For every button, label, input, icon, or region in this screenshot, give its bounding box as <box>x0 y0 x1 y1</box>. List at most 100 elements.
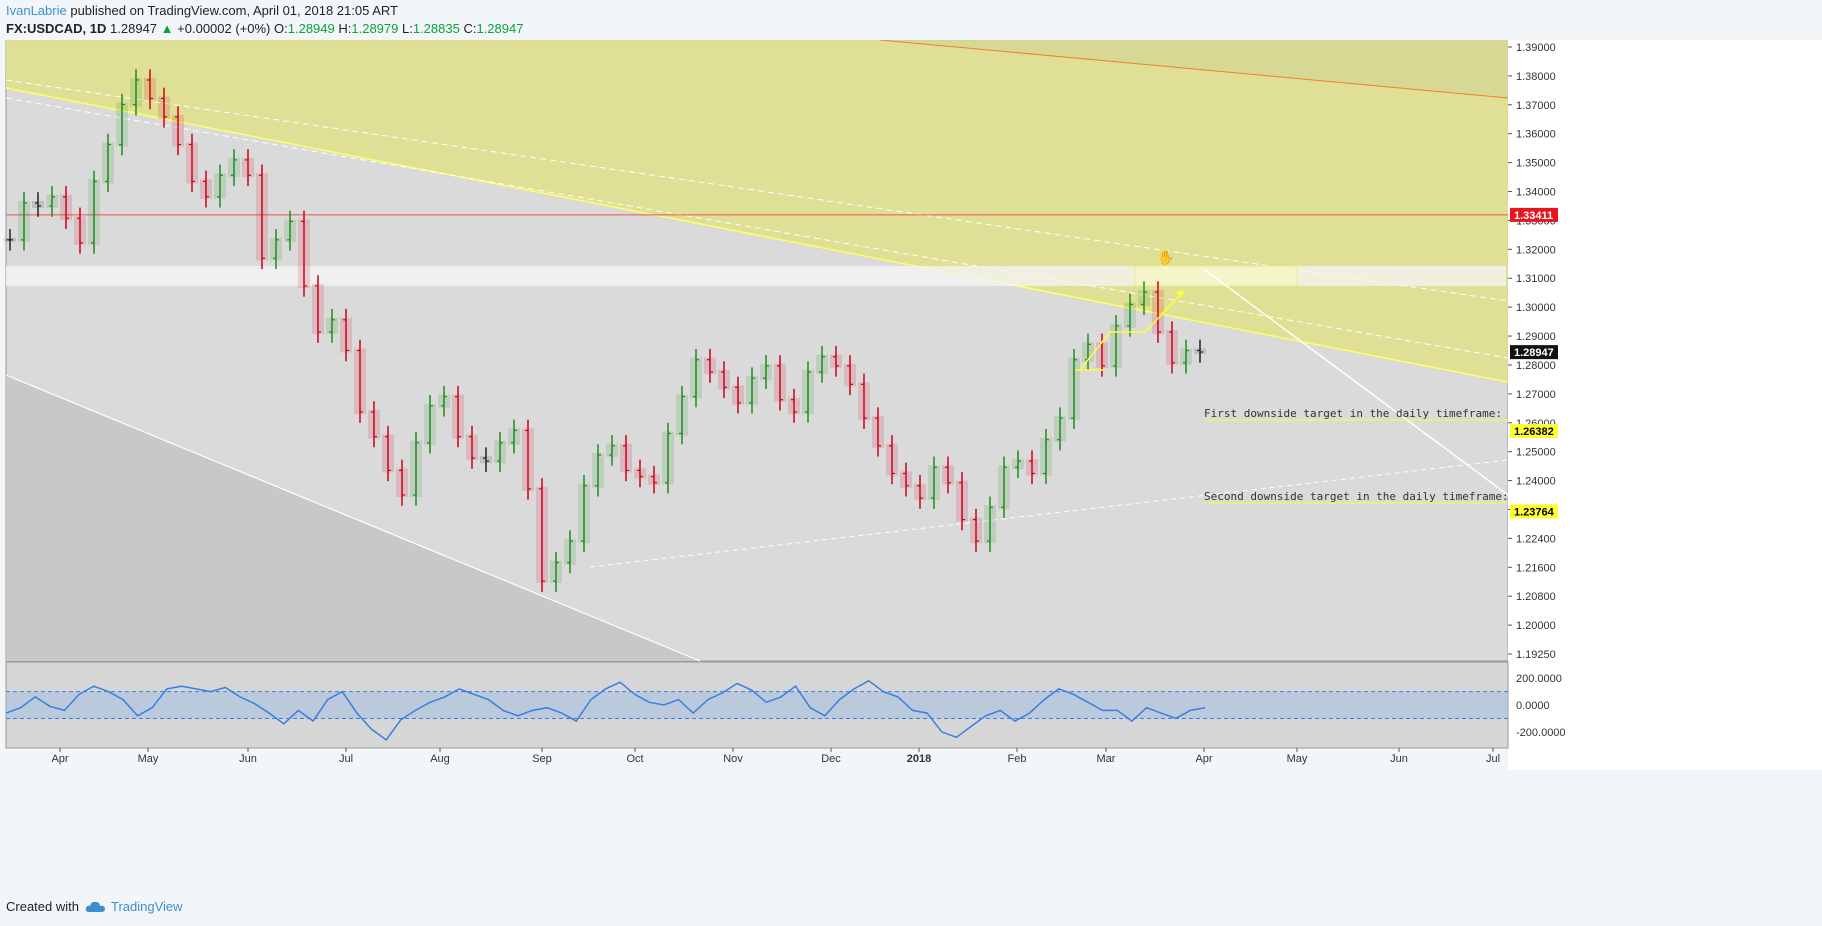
price-bar[interactable] <box>704 348 716 383</box>
price-bar[interactable] <box>676 385 688 445</box>
x-tick-label: May <box>1287 753 1308 765</box>
price-bar[interactable] <box>746 367 758 414</box>
price-bar[interactable] <box>578 475 590 552</box>
author-link[interactable]: IvanLabrie <box>6 3 67 18</box>
price-bar[interactable] <box>872 407 884 457</box>
price-bar[interactable] <box>382 425 394 482</box>
high-label: H: <box>338 21 352 36</box>
y-tick-label: 1.20000 <box>1516 620 1556 632</box>
price-bar[interactable] <box>74 207 86 254</box>
tradingview-link[interactable]: TradingView <box>85 899 183 914</box>
price-bar[interactable] <box>998 456 1010 519</box>
price-bar[interactable] <box>662 422 674 494</box>
price-bar[interactable] <box>620 435 632 482</box>
price-bar[interactable] <box>984 496 996 552</box>
price-bar[interactable] <box>1138 281 1150 316</box>
price-bar[interactable] <box>88 170 100 254</box>
price-bar[interactable] <box>550 551 562 592</box>
price-bar[interactable] <box>1152 281 1164 343</box>
price-bar[interactable] <box>830 345 842 377</box>
price-bar[interactable] <box>858 373 870 429</box>
price-bar[interactable] <box>1026 450 1038 485</box>
price-bar[interactable] <box>1012 450 1024 479</box>
x-tick-label: Jul <box>1486 753 1500 765</box>
price-bar[interactable] <box>186 133 198 193</box>
price-bar[interactable] <box>900 462 912 497</box>
x-tick-label: Oct <box>626 753 643 765</box>
price-bar[interactable] <box>270 229 282 270</box>
price-bar[interactable] <box>158 87 170 128</box>
price-bar[interactable] <box>480 447 492 472</box>
price-bar[interactable] <box>46 186 58 217</box>
price-bar[interactable] <box>970 508 982 552</box>
price-tag-resistance <box>1510 207 1558 222</box>
price-tag-label: 1.23764 <box>1514 506 1555 518</box>
price-bar[interactable] <box>564 530 576 574</box>
price-bar[interactable] <box>172 106 184 156</box>
price-bar[interactable] <box>802 361 814 423</box>
price-bar[interactable] <box>214 164 226 208</box>
price-bar[interactable] <box>60 186 72 230</box>
price-bar[interactable] <box>536 478 548 592</box>
price-bar[interactable] <box>914 475 926 509</box>
price-bar[interactable] <box>592 444 604 497</box>
price-bar[interactable] <box>606 435 618 466</box>
price-bar[interactable] <box>116 93 128 156</box>
channel-mid-dashed-1 <box>5 79 1509 302</box>
price-bar[interactable] <box>452 385 464 448</box>
price-bar[interactable] <box>956 471 968 531</box>
price-bar[interactable] <box>774 355 786 411</box>
price-bar[interactable] <box>32 192 44 217</box>
price-bar[interactable] <box>494 431 506 472</box>
price-bar[interactable] <box>928 456 940 509</box>
price-bar[interactable] <box>844 355 856 396</box>
price-bar[interactable] <box>410 431 422 506</box>
price-bar[interactable] <box>256 164 268 270</box>
price-bar[interactable] <box>1194 339 1206 363</box>
price-bar[interactable] <box>200 170 212 208</box>
price-bar[interactable] <box>130 69 142 116</box>
price-bar[interactable] <box>886 435 898 485</box>
y-tick-label: 1.38000 <box>1516 71 1556 83</box>
open-label: O: <box>274 21 288 36</box>
price-bar[interactable] <box>522 419 534 500</box>
price-bar[interactable] <box>648 465 660 494</box>
price-bar[interactable] <box>760 355 772 389</box>
price-bar[interactable] <box>326 308 338 343</box>
price-bar[interactable] <box>144 69 156 110</box>
price-bar[interactable] <box>466 425 478 469</box>
price-bar[interactable] <box>1054 407 1066 451</box>
price-bar[interactable] <box>396 459 408 506</box>
price-tag-label: 1.28947 <box>1514 347 1554 359</box>
price-bar[interactable] <box>242 149 254 187</box>
channel-mid-dashed-2 <box>5 97 1509 359</box>
price-bar[interactable] <box>354 339 366 423</box>
price-bar[interactable] <box>816 345 828 383</box>
price-chart[interactable]: ✋ First downside target in the daily time… <box>0 40 1822 890</box>
price-bar[interactable] <box>424 395 436 454</box>
price-bar[interactable] <box>312 275 324 343</box>
price-bar[interactable] <box>690 348 702 408</box>
price-bar[interactable] <box>102 133 114 193</box>
x-tick-label: 2018 <box>907 753 931 765</box>
price-bar[interactable] <box>718 361 730 399</box>
price-bar[interactable] <box>298 210 310 297</box>
price-bar[interactable] <box>18 192 30 251</box>
price-bar[interactable] <box>1110 315 1122 377</box>
price-bar[interactable] <box>438 385 450 417</box>
price-bar[interactable] <box>1068 348 1080 429</box>
price-bar[interactable] <box>788 388 800 423</box>
price-bar[interactable] <box>1040 428 1052 485</box>
price-bar[interactable] <box>1166 321 1178 374</box>
price-bar[interactable] <box>284 210 296 251</box>
price-bar[interactable] <box>1124 293 1136 337</box>
price-bar[interactable] <box>508 419 520 454</box>
price-bar[interactable] <box>340 308 352 362</box>
price-bar[interactable] <box>368 401 380 448</box>
price-bar[interactable] <box>942 456 954 494</box>
price-bar[interactable] <box>732 376 744 414</box>
price-bar[interactable] <box>4 229 16 251</box>
price-bar[interactable] <box>634 459 646 488</box>
price-bar[interactable] <box>228 149 240 187</box>
price-bar[interactable] <box>1180 339 1192 374</box>
